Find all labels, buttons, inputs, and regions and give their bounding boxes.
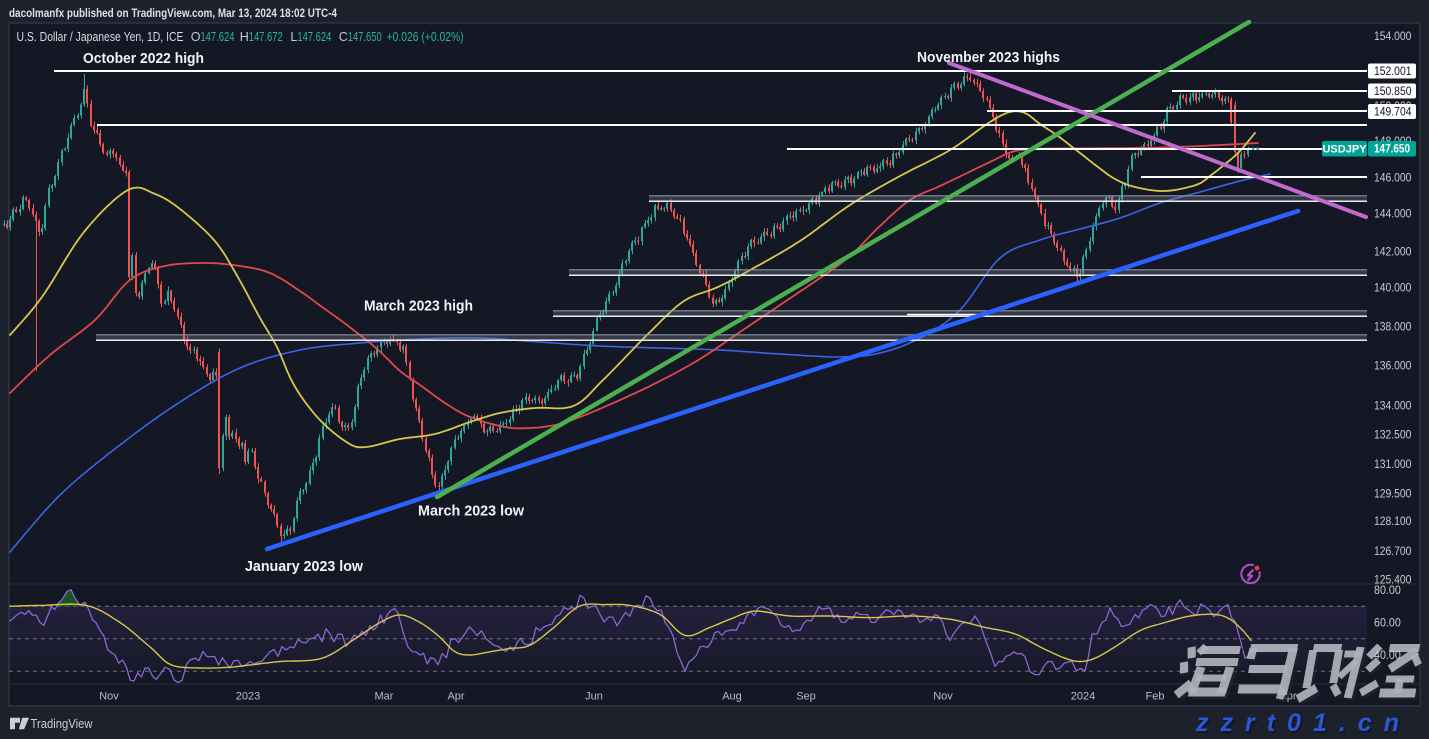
svg-text:142.000: 142.000 [1374,247,1411,259]
svg-text:zzrt01.cn: zzrt01.cn [1195,709,1411,737]
svg-text:TradingView: TradingView [31,716,94,731]
svg-text:zzrt01.cn: zzrt01.cn [1197,711,1413,739]
svg-text:125.400: 125.400 [1374,575,1411,587]
svg-text:Sep: Sep [796,691,816,703]
svg-text:134.000: 134.000 [1374,401,1411,413]
svg-text:144.000: 144.000 [1374,209,1411,221]
svg-text:March 2023 high: March 2023 high [364,299,473,315]
svg-text:132.500: 132.500 [1374,430,1411,442]
svg-text:129.500: 129.500 [1374,489,1411,501]
svg-text:Jun: Jun [585,691,603,703]
svg-text:149.704: 149.704 [1374,107,1412,119]
svg-text:131.000: 131.000 [1374,459,1411,471]
svg-text:138.000: 138.000 [1374,322,1411,334]
svg-text:147.650: 147.650 [1374,144,1410,156]
svg-text:November 2023 highs: November 2023 highs [917,50,1060,66]
svg-text:Feb: Feb [1146,691,1165,703]
svg-text:146.000: 146.000 [1374,173,1411,185]
svg-text:128.100: 128.100 [1374,516,1411,528]
svg-text:2023: 2023 [236,691,260,703]
svg-text:60.00: 60.00 [1374,618,1401,630]
svg-text:126.700: 126.700 [1374,546,1411,558]
svg-text:80.00: 80.00 [1374,585,1401,597]
svg-text:152.001: 152.001 [1374,66,1412,78]
svg-text:Apr: Apr [447,691,464,703]
svg-text:January 2023 low: January 2023 low [245,559,364,575]
svg-text:dacolmanfx published on Tradin: dacolmanfx published on TradingView.com,… [9,6,337,20]
svg-text:40.00: 40.00 [1374,650,1401,662]
svg-text:154.000: 154.000 [1374,31,1411,43]
svg-text:Mar: Mar [375,691,394,703]
svg-text:October 2022 high: October 2022 high [83,51,204,67]
svg-text:Nov: Nov [99,691,119,703]
svg-text:136.000: 136.000 [1374,361,1411,373]
svg-text:U.S. Dollar / Japanese Yen, 1D: U.S. Dollar / Japanese Yen, 1D, ICE O147.… [17,30,464,44]
svg-text:2024: 2024 [1071,691,1095,703]
svg-text:Aug: Aug [722,691,742,703]
svg-text:USDJPY: USDJPY [1322,144,1367,156]
svg-text:140.000: 140.000 [1374,283,1411,295]
svg-text:150.850: 150.850 [1374,86,1412,98]
svg-text:Nov: Nov [933,691,953,703]
svg-text:March 2023 low: March 2023 low [418,504,525,520]
